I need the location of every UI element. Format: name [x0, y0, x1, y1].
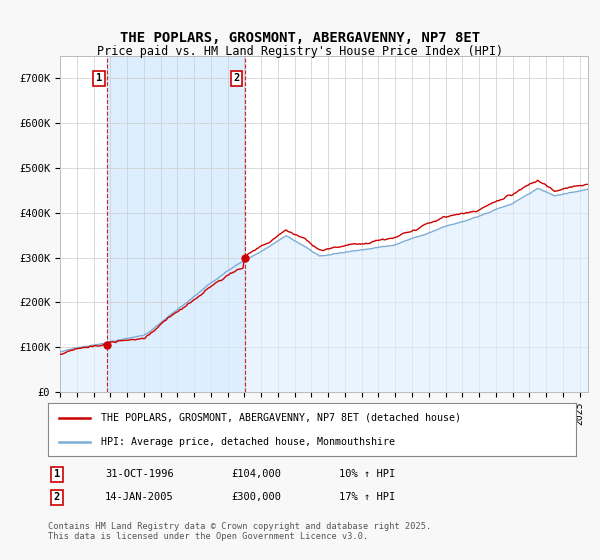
Text: THE POPLARS, GROSMONT, ABERGAVENNY, NP7 8ET: THE POPLARS, GROSMONT, ABERGAVENNY, NP7 … — [120, 31, 480, 45]
Text: THE POPLARS, GROSMONT, ABERGAVENNY, NP7 8ET (detached house): THE POPLARS, GROSMONT, ABERGAVENNY, NP7 … — [101, 413, 461, 423]
Text: £300,000: £300,000 — [231, 492, 281, 502]
Text: 14-JAN-2005: 14-JAN-2005 — [105, 492, 174, 502]
Text: £104,000: £104,000 — [231, 469, 281, 479]
Text: 2: 2 — [233, 73, 240, 83]
Bar — [107, 56, 245, 392]
Text: 17% ↑ HPI: 17% ↑ HPI — [339, 492, 395, 502]
Text: 1: 1 — [96, 73, 102, 83]
Text: HPI: Average price, detached house, Monmouthshire: HPI: Average price, detached house, Monm… — [101, 437, 395, 447]
Text: 10% ↑ HPI: 10% ↑ HPI — [339, 469, 395, 479]
Text: 1: 1 — [54, 469, 60, 479]
Text: Contains HM Land Registry data © Crown copyright and database right 2025.
This d: Contains HM Land Registry data © Crown c… — [48, 522, 431, 542]
Text: 2: 2 — [54, 492, 60, 502]
Text: 31-OCT-1996: 31-OCT-1996 — [105, 469, 174, 479]
Text: Price paid vs. HM Land Registry's House Price Index (HPI): Price paid vs. HM Land Registry's House … — [97, 45, 503, 58]
